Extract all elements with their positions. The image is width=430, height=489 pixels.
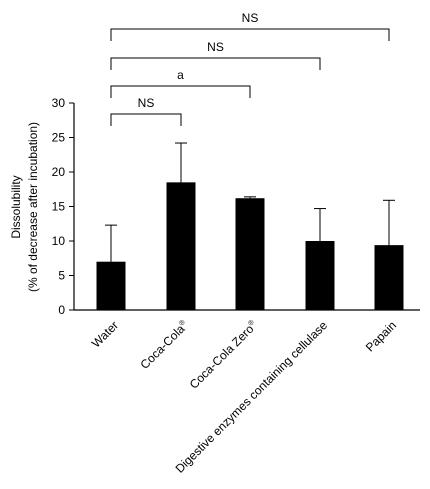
- y-axis-label: Dissolubility: [9, 175, 23, 238]
- bar: [166, 182, 196, 310]
- significance-label: NS: [138, 96, 155, 110]
- bars: [96, 182, 404, 310]
- error-bars: [105, 142, 395, 262]
- x-tick-label: Coca-Cola Zero®: [187, 318, 261, 392]
- y-tick-label: 20: [52, 165, 66, 179]
- bar: [374, 245, 404, 310]
- significance-bracket: [110, 28, 390, 41]
- y-tick-label: 5: [58, 269, 65, 283]
- y-ticks: 0 5 10 15 20 25 30: [52, 96, 74, 317]
- y-tick-label: 25: [52, 131, 66, 145]
- y-axis-title: Dissolubility (% of decrease after incub…: [9, 122, 40, 292]
- significance-bracket: [110, 113, 182, 126]
- y-tick-label: 15: [52, 200, 66, 214]
- significance-label: a: [177, 68, 184, 82]
- significance-label: NS: [242, 11, 259, 25]
- y-axis-label-units: (% of decrease after incubation): [26, 122, 40, 292]
- bar: [235, 198, 265, 310]
- y-tick-label: 30: [52, 96, 66, 110]
- x-tick-label: Coca-Cola®: [137, 318, 191, 372]
- significance-bracket: [110, 85, 251, 98]
- significance-brackets: NS a NS NS: [110, 11, 390, 126]
- bar: [305, 241, 335, 310]
- x-tick-label: Digestive enzymes containing cellulase: [173, 318, 331, 476]
- x-tick-label: Papain: [363, 318, 399, 354]
- x-tick-labels: Water Coca-Cola® Coca-Cola Zero®Digestive …: [89, 318, 399, 476]
- significance-bracket: [110, 57, 321, 70]
- y-tick-label: 0: [58, 303, 65, 317]
- y-tick-label: 10: [52, 234, 66, 248]
- bar: [96, 261, 126, 310]
- x-tick-label: Water: [89, 318, 121, 350]
- significance-label: NS: [207, 40, 224, 54]
